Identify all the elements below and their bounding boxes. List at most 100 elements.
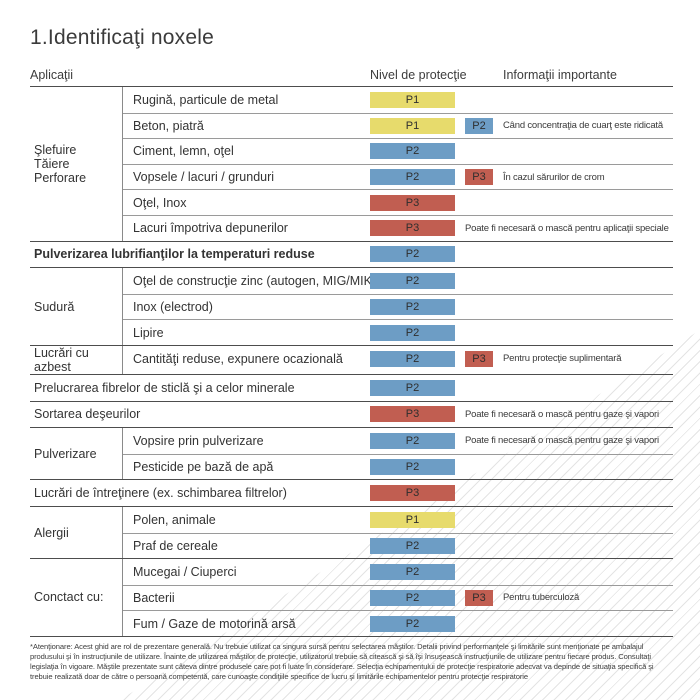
row-label: Prelucrarea fibrelor de sticlă şi a celo… [34,380,295,395]
table-row: Vopsire prin pulverizare P2 Poate fi neces… [123,428,673,454]
category-cell: Alergii [34,525,69,540]
table-row: Lucrări de întreţinere (ex. schimbarea f… [30,480,673,506]
table-row: Oţel, Inox P3 [123,189,673,215]
table-group: Alergii Polen, animale P1 Praf de cereale P2 [30,505,673,559]
table-row: Pesticide pe bază de apă P2 [123,453,673,480]
table-group: Şlefuire Tăiere Perforare Rugină, particu… [30,87,673,241]
category-cell: Pulverizare [34,446,97,461]
table-group: Sortarea deşeurilor P3 Poate fi necesară o… [30,400,673,428]
row-label: Lipire [133,325,164,340]
protection-badge-extra: P3 [465,589,493,606]
group-rows: Polen, animale P1 Praf de cereale P2 [122,506,673,559]
row-label: Cantităţi reduse, expunere ocazională [133,351,343,366]
protection-badge: P3 [370,406,455,423]
protection-badge-extra: P2 [465,117,493,134]
group-rows: Sortarea deşeurilor P3 Poate fi necesară o… [30,402,673,428]
table-row: Pulverizarea lubrifianţilor la temperatu… [30,242,673,268]
table-row: Polen, animale P1 [123,507,673,533]
table-group: Pulverizarea lubrifianţilor la temperatu… [30,240,673,268]
protection-badge: P2 [370,537,455,554]
important-info-text: Poate fi necesară o mască pentru gaze şi… [465,435,659,447]
page-content: 1.Identificaţi noxele Aplicaţii Nivel de… [30,26,673,681]
table-row: Oţel de construcţie zinc (autogen, MIG/M… [123,268,673,294]
table-group: Conctact cu: Mucegai / Ciuperci P2 Bacterii… [30,558,673,636]
row-label: Vopsele / lacuri / grunduri [133,170,275,185]
table-body: Şlefuire Tăiere Perforare Rugină, particu… [30,87,673,637]
protection-badge: P1 [370,511,455,528]
category-cell: Sudură [34,299,75,314]
row-label: Pulverizarea lubrifianţilor la temperatu… [34,247,315,262]
group-rows: Mucegai / Ciuperci P2 Bacterii P2 P3 Pentru t… [122,559,673,636]
category-cell: Şlefuire Tăiere Perforare [34,142,87,185]
row-label: Lucrări de întreţinere (ex. schimbarea f… [34,486,287,501]
important-info-text: Pentru tuberculoză [503,592,580,604]
row-label: Beton, piatră [133,118,204,133]
row-label: Polen, animale [133,512,216,527]
important-info-text: În cazul sărurilor de crom [503,171,605,183]
group-rows: Pulverizarea lubrifianţilor la temperatu… [30,242,673,268]
table-row: Fum / Gaze de motorină arsă P2 [123,610,673,636]
table-row: Mucegai / Ciuperci P2 [123,559,673,585]
table-row: Lipire P2 [123,319,673,345]
table-group: Pulverizare Vopsire prin pulverizare P2 Poa… [30,427,673,480]
table-row: Bacterii P2 P3 Pentru tuberculoză [123,584,673,611]
column-header-important-info: Informaţii importante [503,68,617,82]
protection-badge: P3 [370,194,455,211]
protection-badge: P2 [370,143,455,160]
row-label: Vopsire prin pulverizare [133,433,264,448]
row-label: Oţel de construcţie zinc (autogen, MIG/M… [133,273,377,288]
row-label: Oţel, Inox [133,195,187,210]
protection-badge: P2 [370,272,455,289]
hazard-table: Aplicaţii Nivel de protecţie Informaţii … [30,64,673,637]
protection-badge: P3 [370,485,455,502]
row-label: Bacterii [133,590,175,605]
category-cell: Conctact cu: [34,590,104,605]
group-rows: Oţel de construcţie zinc (autogen, MIG/M… [122,268,673,345]
row-label: Mucegai / Ciuperci [133,564,237,579]
row-label: Inox (electrod) [133,300,213,315]
protection-badge: P1 [370,117,455,134]
row-label: Rugină, particule de metal [133,92,279,107]
important-info-text: Poate fi necesară o mască pentru aplicaţ… [465,222,669,234]
table-group: Lucrări de întreţinere (ex. schimbarea f… [30,479,673,506]
table-row: Ciment, lemn, oţel P2 [123,138,673,164]
table-row: Sortarea deşeurilor P3 Poate fi necesară o… [30,402,673,428]
group-rows: Prelucrarea fibrelor de sticlă şi a celo… [30,375,673,401]
protection-badge-extra: P3 [465,350,493,367]
important-info-text: Când concentraţia de cuarţ este ridicată [503,120,663,132]
row-label: Fum / Gaze de motorină arsă [133,616,296,631]
disclaimer-footnote: *Atenţionare: Acest ghid are rol de prez… [30,641,654,681]
protection-badge-extra: P3 [465,169,493,186]
protection-badge: P2 [370,563,455,580]
row-label: Pesticide pe bază de apă [133,460,274,475]
protection-badge: P2 [370,169,455,186]
protection-badge: P3 [370,220,455,237]
protection-badge: P2 [370,432,455,449]
protection-badge: P2 [370,379,455,396]
table-group: Sudură Oţel de construcţie zinc (autogen,… [30,267,673,345]
protection-badge: P2 [370,350,455,367]
table-row: Lacuri împotriva depunerilor P3 Poate fi n… [123,214,673,241]
table-row: Prelucrarea fibrelor de sticlă şi a celo… [30,375,673,401]
table-row: Beton, piatră P1 P2 Când concentraţia de cu… [123,112,673,139]
page-title: 1.Identificaţi noxele [30,26,214,49]
important-info-text: Poate fi necesară o mască pentru gaze şi… [465,408,659,420]
row-label: Lacuri împotriva depunerilor [133,221,288,236]
table-header: Aplicaţii Nivel de protecţie Informaţii … [30,64,673,87]
table-row: Inox (electrod) P2 [123,293,673,320]
table-row: Praf de cereale P2 [123,532,673,559]
protection-badge: P1 [370,91,455,108]
protection-badge: P2 [370,459,455,476]
row-label: Sortarea deşeurilor [34,407,141,422]
group-rows: Rugină, particule de metal P1 Beton, piatr… [122,87,673,241]
table-row: Rugină, particule de metal P1 [123,87,673,113]
protection-badge: P2 [370,615,455,632]
row-label: Praf de cereale [133,538,218,553]
protection-badge: P2 [370,589,455,606]
table-group: Lucrări cu azbest Cantităţi reduse, expun… [30,344,673,374]
column-header-protection-level: Nivel de protecţie [370,68,467,82]
protection-badge: P2 [370,324,455,341]
protection-badge: P2 [370,299,455,316]
row-label: Ciment, lemn, oţel [133,144,234,159]
